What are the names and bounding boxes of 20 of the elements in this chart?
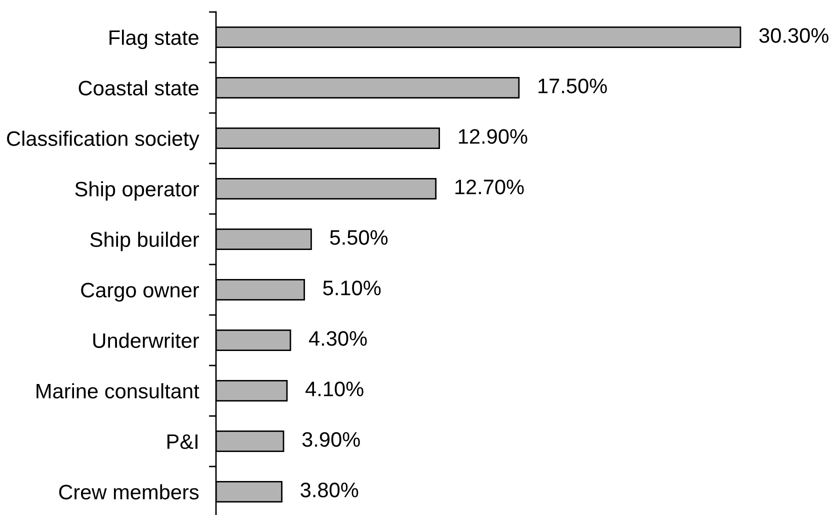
data-label: 12.70% — [455, 180, 524, 194]
y-tick-label: Crew members — [59, 484, 199, 500]
y-tick-label: Coastal state — [78, 80, 198, 96]
data-label: 4.30% — [308, 331, 367, 346]
y-tick-label: Ship operator — [75, 181, 199, 201]
data-label: 3.80% — [300, 482, 358, 498]
data-label: 4.10% — [306, 382, 364, 396]
data-label: 3.90% — [302, 432, 360, 447]
y-tick-label: P&I — [167, 434, 198, 450]
data-label: 30.30% — [759, 28, 828, 43]
data-label: 5.10% — [323, 280, 381, 296]
y-tick-label: Underwriter — [93, 332, 199, 348]
data-label: 17.50% — [538, 78, 607, 94]
y-tick-label: Ship builder — [90, 232, 199, 252]
y-tick-label: Marine consultant — [36, 383, 200, 399]
data-label: 5.50% — [330, 230, 388, 245]
y-tick-label: Flag state — [110, 30, 198, 50]
y-tick-label: Classification society — [7, 130, 200, 150]
data-label: 12.90% — [458, 129, 528, 144]
y-tick-label: Cargo owner — [81, 282, 199, 302]
